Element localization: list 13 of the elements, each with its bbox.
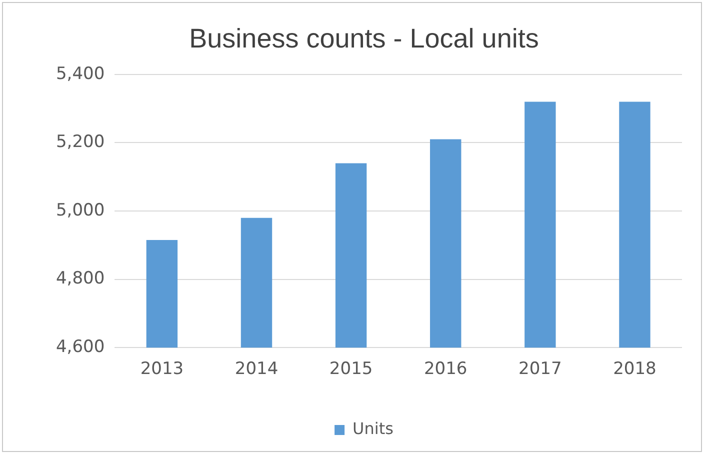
x-tick-label: 2018	[613, 359, 656, 380]
y-tick-label: 4,600	[56, 337, 105, 358]
x-tick-label: 2014	[234, 359, 278, 380]
y-tick-label: 5,400	[56, 64, 105, 84]
y-tick-label: 5,000	[56, 200, 105, 220]
x-tick-label: 2017	[518, 359, 562, 380]
x-tick-label: 2013	[140, 359, 184, 380]
chart-title: Business counts - Local units	[189, 24, 539, 54]
x-tick-label: 2016	[424, 359, 468, 380]
x-tick-label: 2015	[329, 359, 373, 380]
y-tick-label: 4,800	[56, 268, 105, 289]
legend-label: Units	[352, 419, 394, 438]
y-tick-label: 5,200	[56, 132, 105, 152]
